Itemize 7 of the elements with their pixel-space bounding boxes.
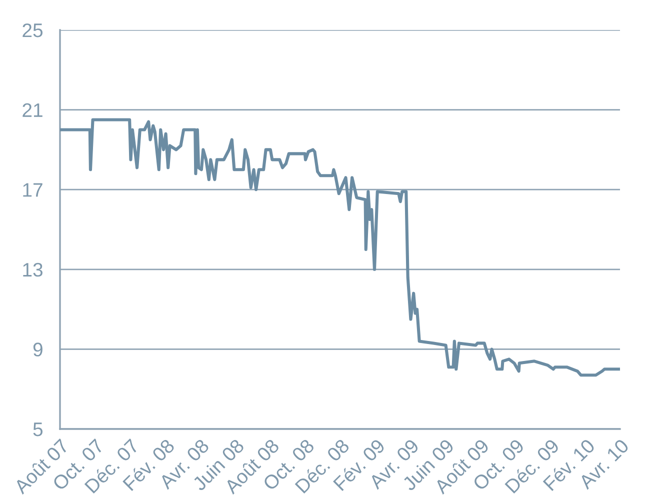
y-tick-label: 17 xyxy=(23,183,42,197)
y-tick-label: 9 xyxy=(33,342,42,356)
y-tick-label: 5 xyxy=(33,422,43,436)
y-tick-label: 21 xyxy=(22,103,42,117)
y-tick-label: 13 xyxy=(23,262,42,277)
y-tick-label: 25 xyxy=(22,23,43,38)
line-series xyxy=(60,118,620,377)
